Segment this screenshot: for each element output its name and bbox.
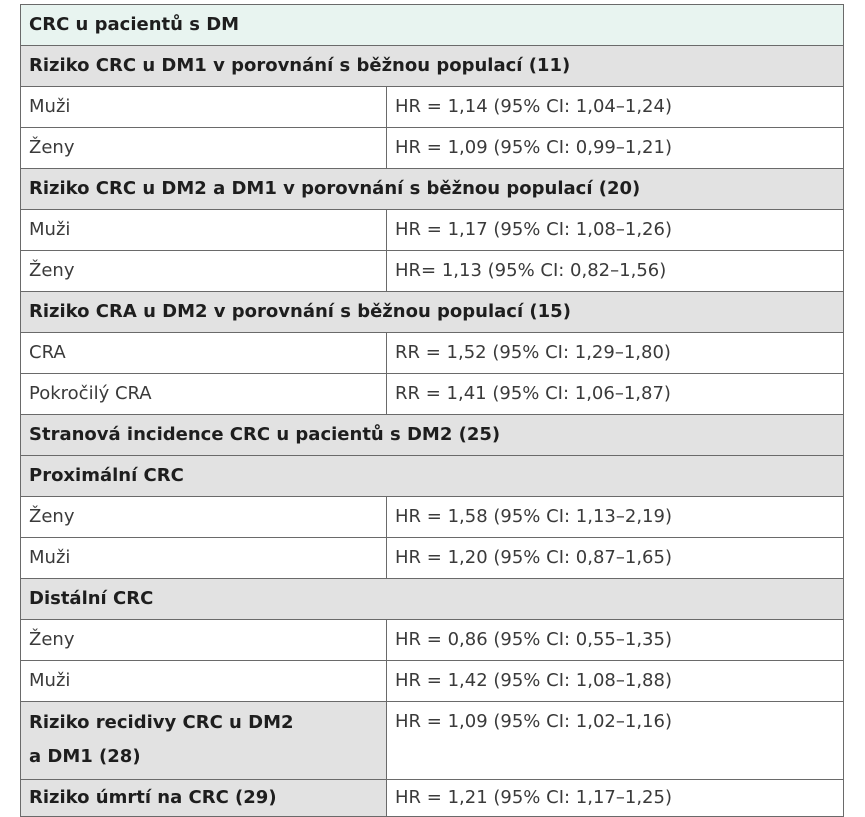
section-heading-row: Distální CRC	[19, 578, 845, 620]
section-heading: Proximální CRC	[19, 455, 845, 497]
row-value: HR = 1,09 (95% CI: 0,99–1,21)	[385, 127, 845, 169]
table-row: Pokročilý CRA RR = 1,41 (95% CI: 1,06–1,…	[20, 373, 845, 415]
row-value: HR = 1,20 (95% CI: 0,87–1,65)	[385, 537, 845, 579]
row-value: HR = 1,58 (95% CI: 1,13–2,19)	[385, 496, 845, 538]
recurrence-value: HR = 1,09 (95% CI: 1,02–1,16)	[385, 701, 845, 780]
row-value: HR = 1,42 (95% CI: 1,08–1,88)	[385, 660, 845, 702]
table-row: Ženy HR = 1,58 (95% CI: 1,13–2,19)	[20, 496, 845, 538]
table-row: Ženy HR = 1,09 (95% CI: 0,99–1,21)	[20, 127, 845, 169]
mortality-value: HR = 1,21 (95% CI: 1,17–1,25)	[385, 779, 845, 817]
table-title: CRC u pacientů s DM	[19, 4, 845, 46]
table-row: Muži HR = 1,17 (95% CI: 1,08–1,26)	[20, 209, 845, 251]
section-heading: Riziko CRA u DM2 v porovnání s běžnou po…	[19, 291, 845, 333]
section-heading-row: Proximální CRC	[19, 455, 845, 497]
section-heading-row: Riziko CRC u DM1 v porovnání s běžnou po…	[19, 45, 845, 87]
row-label: Ženy	[20, 127, 387, 169]
row-label: CRA	[20, 332, 387, 374]
row-label: Ženy	[20, 250, 387, 292]
row-label: Ženy	[20, 496, 387, 538]
section-heading-row: Stranová incidence CRC u pacientů s DM2 …	[19, 414, 845, 456]
row-value: RR = 1,41 (95% CI: 1,06–1,87)	[385, 373, 845, 415]
table-row: Muži HR = 1,20 (95% CI: 0,87–1,65)	[20, 537, 845, 579]
table-row: Muži HR = 1,42 (95% CI: 1,08–1,88)	[20, 660, 845, 702]
section-heading-row: Riziko CRA u DM2 v porovnání s běžnou po…	[19, 291, 845, 333]
section-heading-row: Riziko CRC u DM2 a DM1 v porovnání s běž…	[19, 168, 845, 210]
table-title-row: CRC u pacientů s DM	[19, 4, 845, 46]
row-label: Ženy	[20, 619, 387, 661]
section-heading: Riziko CRC u DM1 v porovnání s běžnou po…	[19, 45, 845, 87]
recurrence-label: Riziko recidivy CRC u DM2 a DM1 (28)	[20, 701, 387, 780]
row-value: HR= 1,13 (95% CI: 0,82–1,56)	[385, 250, 845, 292]
section-heading: Stranová incidence CRC u pacientů s DM2 …	[19, 414, 845, 456]
row-label: Pokročilý CRA	[20, 373, 387, 415]
table-row: Ženy HR = 0,86 (95% CI: 0,55–1,35)	[20, 619, 845, 661]
row-value: RR = 1,52 (95% CI: 1,29–1,80)	[385, 332, 845, 374]
mortality-label: Riziko úmrtí na CRC (29)	[20, 779, 387, 817]
section-heading: Riziko CRC u DM2 a DM1 v porovnání s běž…	[19, 168, 845, 210]
section-heading: Distální CRC	[19, 578, 845, 620]
row-label: Muži	[20, 660, 387, 702]
crc-dm-table: CRC u pacientů s DM Riziko CRC u DM1 v p…	[19, 4, 845, 817]
row-label: Muži	[20, 86, 387, 128]
row-label: Muži	[20, 209, 387, 251]
row-label: Muži	[20, 537, 387, 579]
table-row: CRA RR = 1,52 (95% CI: 1,29–1,80)	[20, 332, 845, 374]
row-value: HR = 1,17 (95% CI: 1,08–1,26)	[385, 209, 845, 251]
recurrence-label-line1: Riziko recidivy CRC u DM2	[29, 712, 294, 733]
table-row-mortality: Riziko úmrtí na CRC (29) HR = 1,21 (95% …	[20, 779, 845, 817]
row-value: HR = 0,86 (95% CI: 0,55–1,35)	[385, 619, 845, 661]
table-row: Ženy HR= 1,13 (95% CI: 0,82–1,56)	[20, 250, 845, 292]
table-row: Muži HR = 1,14 (95% CI: 1,04–1,24)	[20, 86, 845, 128]
recurrence-label-line2: a DM1 (28)	[29, 746, 141, 767]
row-value: HR = 1,14 (95% CI: 1,04–1,24)	[385, 86, 845, 128]
table-row-recurrence: Riziko recidivy CRC u DM2 a DM1 (28) HR …	[20, 701, 845, 780]
